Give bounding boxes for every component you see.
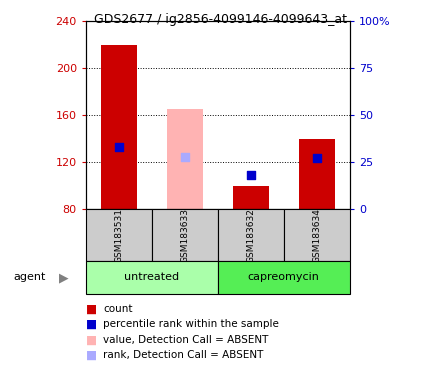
Bar: [101, 45, 137, 209]
Point: [115, 144, 122, 150]
Text: rank, Detection Call = ABSENT: rank, Detection Call = ABSENT: [103, 350, 264, 360]
Bar: [86, 209, 152, 261]
Text: GSM183633: GSM183633: [180, 208, 189, 263]
Bar: [218, 209, 284, 261]
Bar: [167, 109, 203, 209]
Point: [181, 154, 188, 160]
Text: GSM183531: GSM183531: [114, 208, 123, 263]
Text: untreated: untreated: [124, 272, 180, 283]
Bar: [233, 186, 269, 209]
Text: value, Detection Call = ABSENT: value, Detection Call = ABSENT: [103, 335, 269, 345]
Point: [247, 172, 254, 179]
Text: ■: ■: [86, 303, 97, 316]
Text: GSM183634: GSM183634: [312, 208, 321, 263]
Text: agent: agent: [13, 272, 46, 283]
Text: percentile rank within the sample: percentile rank within the sample: [103, 319, 279, 329]
Bar: [284, 209, 350, 261]
Text: ■: ■: [86, 318, 97, 331]
Point: [313, 156, 320, 162]
Bar: [86, 261, 218, 294]
Text: ■: ■: [86, 349, 97, 362]
Bar: [152, 209, 218, 261]
Text: GDS2677 / ig2856-4099146-4099643_at: GDS2677 / ig2856-4099146-4099643_at: [94, 13, 347, 26]
Bar: [218, 261, 350, 294]
Text: count: count: [103, 304, 133, 314]
Bar: [299, 139, 335, 209]
Text: GSM183632: GSM183632: [246, 208, 255, 263]
Text: capreomycin: capreomycin: [248, 272, 320, 283]
Text: ■: ■: [86, 333, 97, 346]
Text: ▶: ▶: [59, 271, 69, 284]
